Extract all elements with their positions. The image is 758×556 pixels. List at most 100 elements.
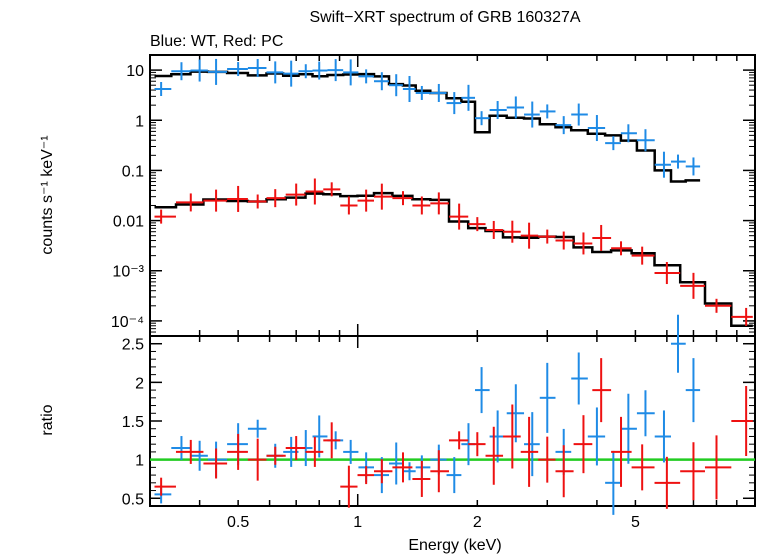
wt-ratio-data-point: [402, 462, 416, 481]
pc-data-point: [154, 209, 176, 224]
wt-ratio-data-point: [587, 407, 606, 466]
top-y-tick-label: 1: [135, 113, 144, 130]
pc-data-point: [731, 307, 753, 326]
top-y-axis-label: counts s⁻¹ keV⁻¹: [39, 135, 56, 254]
pc-ratio-data-point: [266, 446, 286, 465]
pc-data-point: [285, 183, 306, 206]
pc-ratio-data-point: [611, 416, 632, 487]
pc-data-point: [373, 183, 393, 210]
pc-ratio-data-point: [592, 358, 612, 423]
wt-ratio-data-point: [605, 450, 621, 515]
pc-data-point: [430, 192, 449, 215]
wt-data-point: [266, 61, 284, 84]
pc-ratio-data-point: [631, 444, 655, 491]
wt-data-point: [524, 101, 540, 128]
wt-data-point: [402, 75, 416, 102]
bottom-panel: ratio 0.5 1 1.5 2 2.5 0.5 1 2 5: [39, 314, 756, 531]
pc-data-point: [611, 241, 632, 256]
pc-data-point: [503, 220, 521, 243]
wt-ratio-data-point: [446, 457, 462, 494]
wt-model-line: [154, 70, 701, 183]
top-y-tick-label: 0.01: [113, 214, 144, 231]
pc-data-point: [357, 189, 374, 212]
wt-data-point: [373, 72, 390, 91]
wt-ratio-data-point: [685, 358, 701, 423]
wt-data-point: [587, 115, 606, 142]
wt-data-point: [670, 154, 686, 169]
bottom-pc-points: [154, 358, 753, 509]
pc-data-point: [680, 272, 705, 299]
pc-data-point: [227, 185, 248, 212]
pc-ratio-data-point: [412, 460, 431, 497]
bottom-y-axis-label: ratio: [39, 404, 56, 435]
pc-ratio-data-point: [485, 426, 504, 485]
top-pc-points: [154, 178, 753, 326]
wt-ratio-data-point: [636, 390, 655, 437]
wt-data-point: [571, 103, 588, 126]
top-panel: counts s⁻¹ keV⁻¹ 10 1 0.1 0.01 10⁻³ 10⁻⁴: [39, 54, 756, 337]
wt-data-point: [605, 136, 621, 151]
pc-data-point: [573, 232, 593, 255]
pc-data-point: [704, 298, 732, 313]
pc-ratio-data-point: [227, 433, 248, 470]
wt-data-point: [461, 84, 476, 111]
wt-data-point: [489, 101, 507, 120]
pc-ratio-data-point: [573, 415, 593, 474]
wt-data-point: [654, 151, 671, 178]
pc-data-point: [323, 182, 341, 197]
pc-ratio-data-point: [373, 459, 393, 484]
pc-ratio-data-point: [305, 436, 324, 467]
wt-data-point: [685, 157, 701, 176]
pc-data-point: [340, 196, 358, 215]
wt-ratio-data-point: [620, 393, 637, 464]
pc-ratio-data-point: [680, 442, 705, 501]
wt-ratio-data-point: [389, 442, 403, 485]
pc-data-point: [555, 231, 574, 250]
pc-data-point: [448, 203, 469, 230]
pc-ratio-data-point: [357, 466, 374, 485]
pc-data-point: [247, 194, 267, 209]
pc-ratio-data-point: [285, 436, 306, 461]
pc-ratio-data-point: [323, 422, 341, 459]
wt-ratio-data-point: [506, 384, 525, 443]
top-y-ticks: 10 1 0.1 0.01 10⁻³ 10⁻⁴: [111, 63, 755, 337]
wt-data-point: [247, 59, 267, 78]
bottom-y-tick-label: 2.5: [122, 337, 144, 354]
wt-data-point: [506, 96, 525, 119]
wt-ratio-data-point: [343, 439, 359, 464]
wt-data-point: [389, 74, 403, 97]
x-tick-label: 2: [473, 514, 482, 531]
pc-data-point: [592, 224, 612, 251]
wt-data-point: [227, 62, 248, 77]
x-tick-label: 0.5: [227, 514, 249, 531]
pc-ratio-data-point: [448, 431, 469, 450]
wt-data-point: [327, 59, 344, 82]
wt-data-point: [430, 83, 447, 102]
wt-ratio-data-point: [190, 440, 208, 471]
wt-data-point: [539, 104, 556, 119]
pc-ratio-data-point: [175, 439, 204, 464]
wt-ratio-data-point: [171, 436, 191, 461]
bottom-y-tick-label: 0.5: [122, 491, 144, 508]
wt-data-point: [171, 62, 191, 81]
bottom-x-ticks: 0.5 1 2 5: [149, 336, 738, 531]
wt-ratio-data-point: [654, 410, 671, 463]
wt-data-point: [620, 124, 637, 143]
pc-data-point: [392, 191, 413, 206]
bottom-y-tick-label: 1.5: [122, 414, 144, 431]
wt-data-point: [298, 64, 313, 79]
wt-data-point: [312, 61, 328, 80]
wt-data-point: [358, 69, 374, 84]
pc-ratio-data-point: [731, 386, 753, 456]
wt-ratio-data-point: [571, 352, 588, 405]
pc-data-point: [485, 220, 504, 239]
x-tick-label: 5: [631, 514, 640, 531]
pc-ratio-data-point: [503, 404, 521, 469]
pc-data-point: [412, 196, 431, 215]
pc-data-point: [631, 246, 655, 265]
pc-data-point: [468, 217, 486, 232]
pc-ratio-data-point: [654, 456, 681, 509]
pc-ratio-data-point: [247, 438, 267, 481]
wt-data-point: [190, 59, 208, 82]
